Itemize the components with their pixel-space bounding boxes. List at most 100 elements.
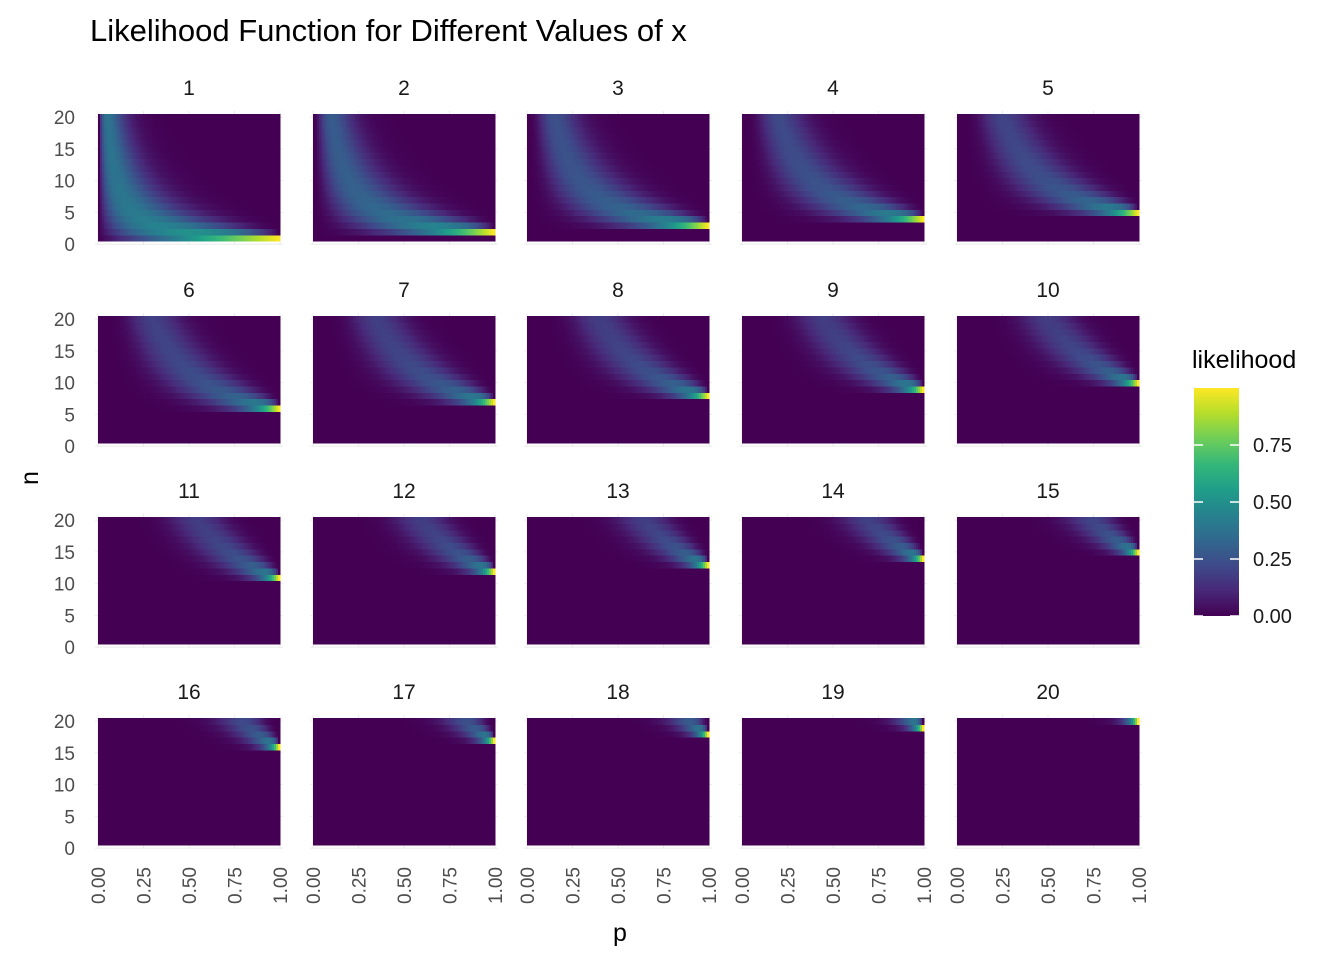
facet-panel: 5 [954,77,1142,245]
legend-tick-label: 0.00 [1253,606,1292,628]
x-tick-label: 0.50 [395,867,416,904]
y-tick-label: 20 [54,511,75,532]
facet-panel: 9 [739,279,927,447]
facet-panel: 3 [524,77,712,245]
y-tick-label: 10 [54,575,75,596]
facet-label: 11 [178,480,200,503]
facet-label: 7 [398,279,410,302]
heatmap-cells [742,114,925,242]
heatmap-cells [98,316,281,444]
facet-panel: 7 [310,279,498,447]
x-tick-label: 0.75 [226,867,247,904]
y-tick-label: 5 [64,405,75,426]
y-tick-label: 0 [64,839,75,860]
x-tick-label: 0.00 [733,867,754,904]
facet-panel: 11 0 5 10 15 20 [54,480,283,659]
x-tick-label: 1.00 [915,867,936,904]
heatmap-cells [742,517,925,645]
heatmap-cells [957,517,1140,645]
x-tick-label: 0.75 [870,867,891,904]
x-tick-label: 0.00 [89,867,110,904]
y-tick-label: 5 [64,807,75,828]
facet-panel: 13 [524,480,712,648]
y-tick-label: 10 [54,172,75,193]
y-tick-label: 20 [54,310,75,331]
x-tick-label: 1.00 [1130,867,1151,904]
x-tick-label: 0.25 [350,867,371,904]
facet-panel: 19 0.00 0.25 0.50 0.75 1.00 [733,681,936,904]
legend-title: likelihood [1192,346,1296,374]
facet-label: 4 [827,77,839,100]
y-tick-label: 15 [54,140,75,161]
y-tick-label: 10 [54,374,75,395]
x-tick-label: 1.00 [271,867,292,904]
heatmap-cells [957,114,1140,242]
facet-label: 14 [821,480,845,503]
x-tick-label: 0.00 [948,867,969,904]
facet-label: 8 [612,279,624,302]
y-tick-label: 0 [64,437,75,458]
heatmap-cells [527,517,710,645]
x-tick-label: 0.75 [655,867,676,904]
facet-label: 3 [612,77,624,100]
y-axis-label: n [16,471,44,485]
chart-title: Likelihood Function for Different Values… [90,13,687,48]
y-tick-label: 10 [54,776,75,797]
heatmap-cells [98,517,281,645]
y-tick-label: 20 [54,712,75,733]
heatmap-cells [313,316,496,444]
facet-label: 9 [827,279,839,302]
heatmap-cells [527,114,710,242]
legend-tick-label: 0.25 [1253,549,1292,571]
facet-panel: 20 0.00 0.25 0.50 0.75 1.00 [948,681,1151,904]
facet-label: 6 [183,279,195,302]
y-tick-label: 20 [54,108,75,129]
x-axis-label: p [613,919,627,947]
heatmap-cells [957,316,1140,444]
heatmap-cells [98,114,281,242]
x-tick-label: 0.25 [564,867,585,904]
y-tick-label: 0 [64,638,75,659]
y-tick-label: 5 [64,606,75,627]
legend: likelihood 0.00 0.25 0.50 0.75 [1192,346,1296,628]
heatmap-cells [313,718,496,846]
facet-label: 2 [398,77,410,100]
facet-panel: 4 [739,77,927,245]
y-tick-label: 15 [54,543,75,564]
heatmap-cells [313,114,496,242]
facet-label: 18 [606,681,629,704]
heatmap-cells [742,316,925,444]
facet-panel: 2 [310,77,498,245]
x-tick-label: 0.50 [1039,867,1060,904]
y-tick-label: 15 [54,744,75,765]
x-tick-label: 0.25 [994,867,1015,904]
facet-panel: 6 0 5 10 15 20 [54,279,283,458]
facet-label: 10 [1036,279,1059,302]
facet-panel: 18 0.00 0.25 0.50 0.75 1.00 [518,681,721,904]
x-tick-label: 0.50 [180,867,201,904]
facet-label: 15 [1036,480,1059,503]
facet-panel: 12 [310,480,498,648]
heatmap-cells [527,718,710,846]
facet-label: 5 [1042,77,1054,100]
x-tick-label: 0.50 [609,867,630,904]
legend-tick-label: 0.50 [1253,492,1292,514]
heatmap-cells [957,718,1140,846]
x-tick-label: 1.00 [700,867,721,904]
facet-panel: 8 [524,279,712,447]
facet-panel: 17 0.00 0.25 0.50 0.75 1.00 [304,681,507,904]
x-tick-label: 0.75 [441,867,462,904]
facet-label: 1 [183,77,195,100]
x-tick-label: 0.00 [304,867,325,904]
x-tick-label: 0.25 [135,867,156,904]
legend-tick-label: 0.75 [1253,435,1292,457]
heatmap-cells [313,517,496,645]
x-tick-label: 0.25 [779,867,800,904]
y-tick-label: 15 [54,342,75,363]
facet-label: 20 [1036,681,1059,704]
x-tick-label: 0.50 [824,867,845,904]
facet-panel: 16 0 5 10 15 20 0.00 0.25 0.50 0.75 1.00 [54,681,292,904]
x-tick-label: 1.00 [486,867,507,904]
facet-label: 17 [392,681,415,704]
